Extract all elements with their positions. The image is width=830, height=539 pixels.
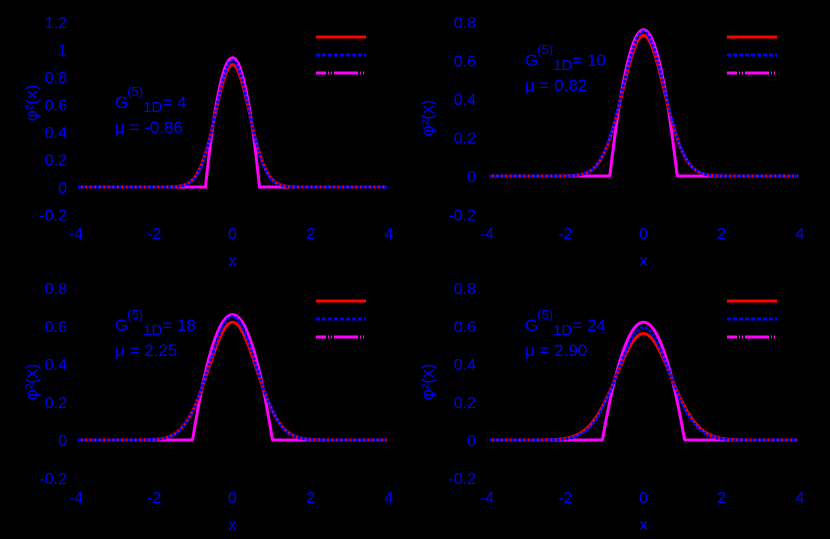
y-axis-label: φ²(x) <box>22 364 41 401</box>
x-tick-label: -4 <box>480 226 494 243</box>
x-tick-label: 0 <box>639 490 648 507</box>
legend <box>316 35 366 75</box>
y-tick-labels: -0.2 0 0.2 0.4 0.6 0.8 1 1.2 <box>39 15 67 225</box>
y-tick-label: 0.8 <box>45 281 67 298</box>
curves <box>78 56 387 189</box>
panel-bottom-left: -0.2 0 0.2 0.4 0.6 0.8 -4 -2 0 2 4 x φ²(x) G(5)1D… <box>22 281 394 534</box>
chemical-potential-label: μ = -0.86 <box>115 118 183 137</box>
y-tick-label: 0.6 <box>454 319 476 336</box>
x-tick-label: 0 <box>228 226 237 243</box>
parameter-annotation: G(5)1D= 10 μ = 0.82 <box>525 42 606 95</box>
y-tick-label: 0.8 <box>45 70 67 87</box>
y-tick-labels: -0.2 0 0.2 0.4 0.6 0.8 <box>448 281 476 488</box>
x-tick-label: 2 <box>306 226 315 243</box>
x-tick-label: 4 <box>796 490 805 507</box>
y-tick-label: 0.6 <box>45 319 67 336</box>
x-tick-labels: -4 -2 0 2 4 <box>69 226 394 243</box>
y-axis-label: φ²(x) <box>418 364 437 401</box>
y-tick-label: 0.2 <box>45 395 67 412</box>
x-axis-label: x <box>639 515 648 534</box>
y-tick-label: 0.4 <box>45 357 67 374</box>
x-tick-label: 2 <box>717 226 726 243</box>
x-tick-label: -4 <box>69 226 83 243</box>
parameter-annotation: G(5)1D= 4 μ = -0.86 <box>115 84 186 137</box>
series-line-blue <box>78 314 387 442</box>
y-tick-label: 0.6 <box>45 98 67 115</box>
chemical-potential-label: μ = 2.90 <box>525 341 587 360</box>
x-tick-labels: -4 -2 0 2 4 <box>480 490 805 507</box>
x-tick-label: -2 <box>147 226 161 243</box>
y-tick-label: 0.2 <box>45 153 67 170</box>
series-line-blue <box>489 326 798 442</box>
y-tick-label: -0.2 <box>448 208 476 225</box>
y-tick-label: 0 <box>467 169 476 186</box>
x-tick-label: 4 <box>385 490 394 507</box>
x-tick-label: 2 <box>306 490 315 507</box>
x-tick-label: 0 <box>228 490 237 507</box>
y-tick-label: 0.4 <box>45 125 67 142</box>
y-tick-label: 1 <box>58 43 67 60</box>
y-tick-label: -0.2 <box>39 471 67 488</box>
coupling-label: G(5)1D= 24 <box>525 307 606 339</box>
panel-top-left: -0.2 0 0.2 0.4 0.6 0.8 1 1.2 -4 -2 0 2 4 x φ²(x) G(… <box>22 15 394 270</box>
x-axis-label: x <box>228 515 237 534</box>
x-tick-labels: -4 -2 0 2 4 <box>480 226 805 243</box>
y-tick-label: 0.4 <box>454 92 476 109</box>
y-axis-label: φ²(x) <box>418 100 437 137</box>
legend <box>316 299 366 339</box>
y-axis-label: φ²(x) <box>22 85 41 122</box>
y-tick-label: 0.2 <box>454 395 476 412</box>
y-tick-labels: -0.2 0 0.2 0.4 0.6 0.8 <box>448 15 476 225</box>
panel-bottom-right: -0.2 0 0.2 0.4 0.6 0.8 -4 -2 0 2 4 x φ²(x) G(5)1D… <box>418 281 805 534</box>
x-tick-label: 2 <box>717 490 726 507</box>
legend <box>727 35 777 75</box>
x-axis-label: x <box>228 251 237 270</box>
y-tick-labels: -0.2 0 0.2 0.4 0.6 0.8 <box>39 281 67 488</box>
series-line-blue <box>489 30 798 178</box>
y-tick-label: 0.4 <box>454 357 476 374</box>
y-tick-label: 0 <box>58 433 67 450</box>
chemical-potential-label: μ = 2.25 <box>115 341 177 360</box>
y-tick-label: -0.2 <box>448 471 476 488</box>
x-tick-label: -4 <box>480 490 494 507</box>
x-tick-label: -4 <box>69 490 83 507</box>
y-tick-label: 0.6 <box>454 54 476 71</box>
y-tick-label: 0.2 <box>454 131 476 148</box>
coupling-label: G(5)1D= 10 <box>525 42 606 74</box>
panel-top-right: -0.2 0 0.2 0.4 0.6 0.8 -4 -2 0 2 4 x φ²(x) G(5)1D… <box>418 15 805 270</box>
legend <box>727 299 777 339</box>
x-axis-label: x <box>639 251 648 270</box>
parameter-annotation: G(5)1D= 24 μ = 2.90 <box>525 307 606 360</box>
y-tick-label: 1.2 <box>45 15 67 32</box>
curves <box>489 320 798 442</box>
curves <box>78 313 387 442</box>
y-tick-label: 0 <box>467 433 476 450</box>
x-tick-label: -2 <box>558 490 572 507</box>
coupling-label: G(5)1D= 18 <box>115 307 196 339</box>
y-tick-label: -0.2 <box>39 208 67 225</box>
series-line-blue <box>78 58 387 189</box>
curves <box>489 28 798 178</box>
y-tick-label: 0.8 <box>454 281 476 298</box>
x-tick-label: -2 <box>558 226 572 243</box>
coupling-label: G(5)1D= 4 <box>115 84 186 116</box>
x-tick-label: 0 <box>639 226 648 243</box>
y-tick-label: 0.8 <box>454 15 476 32</box>
y-tick-label: 0 <box>58 180 67 197</box>
parameter-annotation: G(5)1D= 18 μ = 2.25 <box>115 307 196 360</box>
x-tick-label: 4 <box>385 226 394 243</box>
x-tick-label: -2 <box>147 490 161 507</box>
chemical-potential-label: μ = 0.82 <box>525 76 587 95</box>
x-tick-label: 4 <box>796 226 805 243</box>
x-tick-labels: -4 -2 0 2 4 <box>69 490 394 507</box>
